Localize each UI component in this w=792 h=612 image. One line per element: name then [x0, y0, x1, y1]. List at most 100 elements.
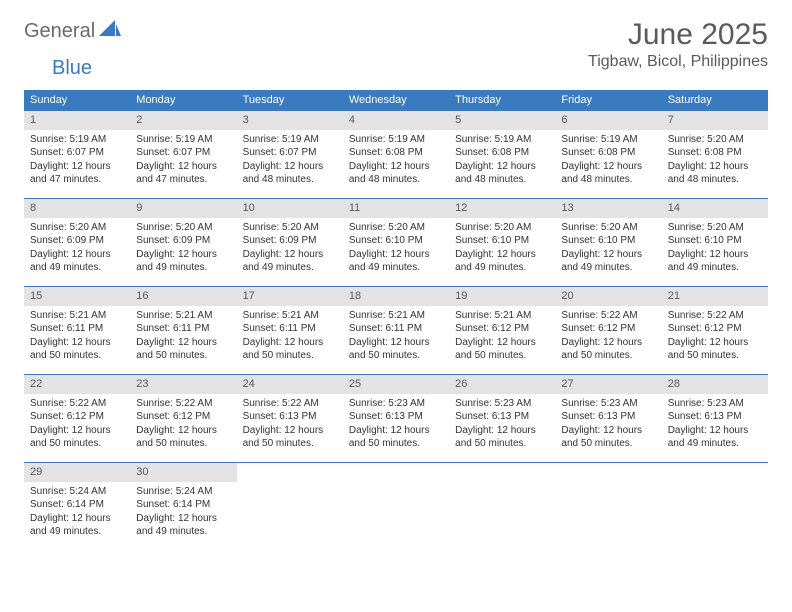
daylight-text-2: and 49 minutes. [243, 261, 337, 275]
day-body: Sunrise: 5:19 AMSunset: 6:07 PMDaylight:… [130, 130, 236, 193]
day-cell: 6Sunrise: 5:19 AMSunset: 6:08 PMDaylight… [555, 110, 661, 198]
sunset-text: Sunset: 6:12 PM [455, 322, 549, 336]
day-body: Sunrise: 5:20 AMSunset: 6:10 PMDaylight:… [662, 218, 768, 281]
day-body: Sunrise: 5:21 AMSunset: 6:12 PMDaylight:… [449, 306, 555, 369]
day-cell: 13Sunrise: 5:20 AMSunset: 6:10 PMDayligh… [555, 198, 661, 286]
sunset-text: Sunset: 6:11 PM [136, 322, 230, 336]
day-cell: 25Sunrise: 5:23 AMSunset: 6:13 PMDayligh… [343, 374, 449, 462]
sunset-text: Sunset: 6:10 PM [561, 234, 655, 248]
sunset-text: Sunset: 6:13 PM [668, 410, 762, 424]
sunset-text: Sunset: 6:11 PM [349, 322, 443, 336]
sunrise-text: Sunrise: 5:20 AM [349, 221, 443, 235]
sunrise-text: Sunrise: 5:24 AM [30, 485, 124, 499]
daylight-text-2: and 50 minutes. [349, 437, 443, 451]
sunrise-text: Sunrise: 5:20 AM [668, 133, 762, 147]
day-body: Sunrise: 5:23 AMSunset: 6:13 PMDaylight:… [343, 394, 449, 457]
day-cell: 22Sunrise: 5:22 AMSunset: 6:12 PMDayligh… [24, 374, 130, 462]
day-number: 23 [130, 375, 236, 394]
day-number: 7 [662, 111, 768, 130]
daylight-text-2: and 47 minutes. [136, 173, 230, 187]
day-number: 15 [24, 287, 130, 306]
daylight-text-2: and 50 minutes. [30, 349, 124, 363]
day-body: Sunrise: 5:22 AMSunset: 6:13 PMDaylight:… [237, 394, 343, 457]
sunrise-text: Sunrise: 5:20 AM [668, 221, 762, 235]
daylight-text-1: Daylight: 12 hours [561, 424, 655, 438]
day-body: Sunrise: 5:19 AMSunset: 6:08 PMDaylight:… [343, 130, 449, 193]
daylight-text-2: and 50 minutes. [136, 349, 230, 363]
day-body: Sunrise: 5:24 AMSunset: 6:14 PMDaylight:… [24, 482, 130, 545]
daylight-text-1: Daylight: 12 hours [561, 160, 655, 174]
logo-text-blue: Blue [52, 57, 92, 80]
sunset-text: Sunset: 6:12 PM [30, 410, 124, 424]
sunset-text: Sunset: 6:13 PM [561, 410, 655, 424]
daylight-text-2: and 50 minutes. [243, 437, 337, 451]
daylight-text-2: and 47 minutes. [30, 173, 124, 187]
logo-text-general: General [24, 20, 95, 43]
sunrise-text: Sunrise: 5:21 AM [136, 309, 230, 323]
day-body: Sunrise: 5:20 AMSunset: 6:09 PMDaylight:… [237, 218, 343, 281]
sunrise-text: Sunrise: 5:23 AM [561, 397, 655, 411]
day-cell: 18Sunrise: 5:21 AMSunset: 6:11 PMDayligh… [343, 286, 449, 374]
calendar-grid: Sunday Monday Tuesday Wednesday Thursday… [24, 90, 768, 550]
sunrise-text: Sunrise: 5:19 AM [243, 133, 337, 147]
sunset-text: Sunset: 6:07 PM [30, 146, 124, 160]
sunrise-text: Sunrise: 5:20 AM [30, 221, 124, 235]
sunset-text: Sunset: 6:09 PM [136, 234, 230, 248]
daylight-text-1: Daylight: 12 hours [243, 424, 337, 438]
day-cell: 7Sunrise: 5:20 AMSunset: 6:08 PMDaylight… [662, 110, 768, 198]
sunrise-text: Sunrise: 5:20 AM [455, 221, 549, 235]
sunset-text: Sunset: 6:11 PM [30, 322, 124, 336]
day-number: 12 [449, 199, 555, 218]
sunset-text: Sunset: 6:09 PM [30, 234, 124, 248]
sunset-text: Sunset: 6:13 PM [243, 410, 337, 424]
daylight-text-1: Daylight: 12 hours [243, 248, 337, 262]
sunrise-text: Sunrise: 5:19 AM [455, 133, 549, 147]
daylight-text-2: and 50 minutes. [349, 349, 443, 363]
day-cell: 28Sunrise: 5:23 AMSunset: 6:13 PMDayligh… [662, 374, 768, 462]
title-block: June 2025 Tigbaw, Bicol, Philippines [588, 18, 768, 71]
sunrise-text: Sunrise: 5:23 AM [668, 397, 762, 411]
day-number: 8 [24, 199, 130, 218]
day-number: 6 [555, 111, 661, 130]
daylight-text-2: and 50 minutes. [455, 349, 549, 363]
day-body: Sunrise: 5:22 AMSunset: 6:12 PMDaylight:… [555, 306, 661, 369]
day-body: Sunrise: 5:20 AMSunset: 6:10 PMDaylight:… [449, 218, 555, 281]
daylight-text-1: Daylight: 12 hours [136, 512, 230, 526]
logo: General [24, 20, 123, 43]
day-number: 29 [24, 463, 130, 482]
day-body: Sunrise: 5:21 AMSunset: 6:11 PMDaylight:… [343, 306, 449, 369]
daylight-text-1: Daylight: 12 hours [561, 248, 655, 262]
day-cell: 1Sunrise: 5:19 AMSunset: 6:07 PMDaylight… [24, 110, 130, 198]
day-number: 1 [24, 111, 130, 130]
day-cell: 11Sunrise: 5:20 AMSunset: 6:10 PMDayligh… [343, 198, 449, 286]
day-cell: 30Sunrise: 5:24 AMSunset: 6:14 PMDayligh… [130, 462, 236, 550]
day-cell-empty [662, 462, 768, 550]
day-cell: 17Sunrise: 5:21 AMSunset: 6:11 PMDayligh… [237, 286, 343, 374]
sunrise-text: Sunrise: 5:22 AM [668, 309, 762, 323]
day-cell-empty [343, 462, 449, 550]
sunset-text: Sunset: 6:07 PM [136, 146, 230, 160]
day-cell: 15Sunrise: 5:21 AMSunset: 6:11 PMDayligh… [24, 286, 130, 374]
daylight-text-2: and 49 minutes. [136, 525, 230, 539]
day-body: Sunrise: 5:19 AMSunset: 6:08 PMDaylight:… [555, 130, 661, 193]
sunrise-text: Sunrise: 5:19 AM [30, 133, 124, 147]
day-cell: 27Sunrise: 5:23 AMSunset: 6:13 PMDayligh… [555, 374, 661, 462]
day-body: Sunrise: 5:21 AMSunset: 6:11 PMDaylight:… [130, 306, 236, 369]
day-body: Sunrise: 5:22 AMSunset: 6:12 PMDaylight:… [130, 394, 236, 457]
sunset-text: Sunset: 6:07 PM [243, 146, 337, 160]
daylight-text-1: Daylight: 12 hours [243, 336, 337, 350]
day-cell: 19Sunrise: 5:21 AMSunset: 6:12 PMDayligh… [449, 286, 555, 374]
daylight-text-1: Daylight: 12 hours [136, 424, 230, 438]
daylight-text-1: Daylight: 12 hours [455, 336, 549, 350]
day-number: 4 [343, 111, 449, 130]
daylight-text-1: Daylight: 12 hours [349, 248, 443, 262]
day-number: 18 [343, 287, 449, 306]
day-number: 11 [343, 199, 449, 218]
daylight-text-1: Daylight: 12 hours [30, 424, 124, 438]
daylight-text-2: and 48 minutes. [349, 173, 443, 187]
day-header-thu: Thursday [449, 90, 555, 110]
day-cell-empty [555, 462, 661, 550]
day-cell: 23Sunrise: 5:22 AMSunset: 6:12 PMDayligh… [130, 374, 236, 462]
daylight-text-1: Daylight: 12 hours [136, 336, 230, 350]
sunrise-text: Sunrise: 5:20 AM [136, 221, 230, 235]
